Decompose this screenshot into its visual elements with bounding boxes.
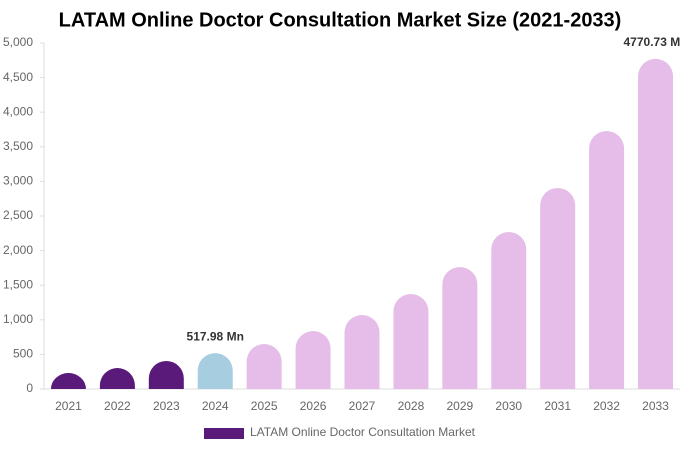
- x-tick-label: 2027: [349, 399, 376, 413]
- bar: [295, 331, 331, 389]
- y-tick-label: 500: [13, 347, 33, 361]
- x-tick-label: 2028: [398, 399, 425, 413]
- bar: [442, 267, 478, 389]
- x-tick-label: 2023: [153, 399, 180, 413]
- y-tick-label: 2,000: [3, 243, 33, 257]
- x-tick-label: 2031: [544, 399, 571, 413]
- bar: [638, 58, 674, 390]
- x-tick-label: 2026: [300, 399, 327, 413]
- data-label: 4770.73 Mn: [624, 35, 680, 49]
- x-tick-label: 2025: [251, 399, 278, 413]
- legend-label: LATAM Online Doctor Consultation Market: [250, 425, 476, 439]
- bar: [148, 360, 184, 389]
- bar: [344, 315, 380, 389]
- bar: [540, 187, 576, 389]
- y-tick-label: 2,500: [3, 208, 33, 222]
- y-tick-label: 3,500: [3, 139, 33, 153]
- x-tick-label: 2033: [642, 399, 669, 413]
- y-tick-label: 4,500: [3, 70, 33, 84]
- x-tick-label: 2024: [202, 399, 229, 413]
- x-tick-label: 2029: [446, 399, 473, 413]
- x-tick-label: 2032: [593, 399, 620, 413]
- x-tick-label: 2021: [55, 399, 82, 413]
- bar: [491, 231, 527, 389]
- y-tick-label: 3,000: [3, 174, 33, 188]
- chart-title: LATAM Online Doctor Consultation Market …: [59, 9, 622, 31]
- y-tick-label: 5,000: [3, 35, 33, 49]
- y-tick-label: 1,000: [3, 312, 33, 326]
- x-tick-label: 2022: [104, 399, 131, 413]
- bar: [99, 368, 135, 389]
- bar: [197, 353, 233, 389]
- bar: [246, 344, 282, 389]
- y-tick-label: 1,500: [3, 277, 33, 291]
- legend-swatch: [204, 428, 244, 439]
- bar: [589, 131, 625, 390]
- y-tick-label: 0: [26, 381, 33, 395]
- data-label: 517.98 Mn: [187, 329, 244, 343]
- x-tick-label: 2030: [495, 399, 522, 413]
- bar: [393, 293, 429, 389]
- y-tick-label: 4,000: [3, 104, 33, 118]
- bar: [50, 373, 86, 389]
